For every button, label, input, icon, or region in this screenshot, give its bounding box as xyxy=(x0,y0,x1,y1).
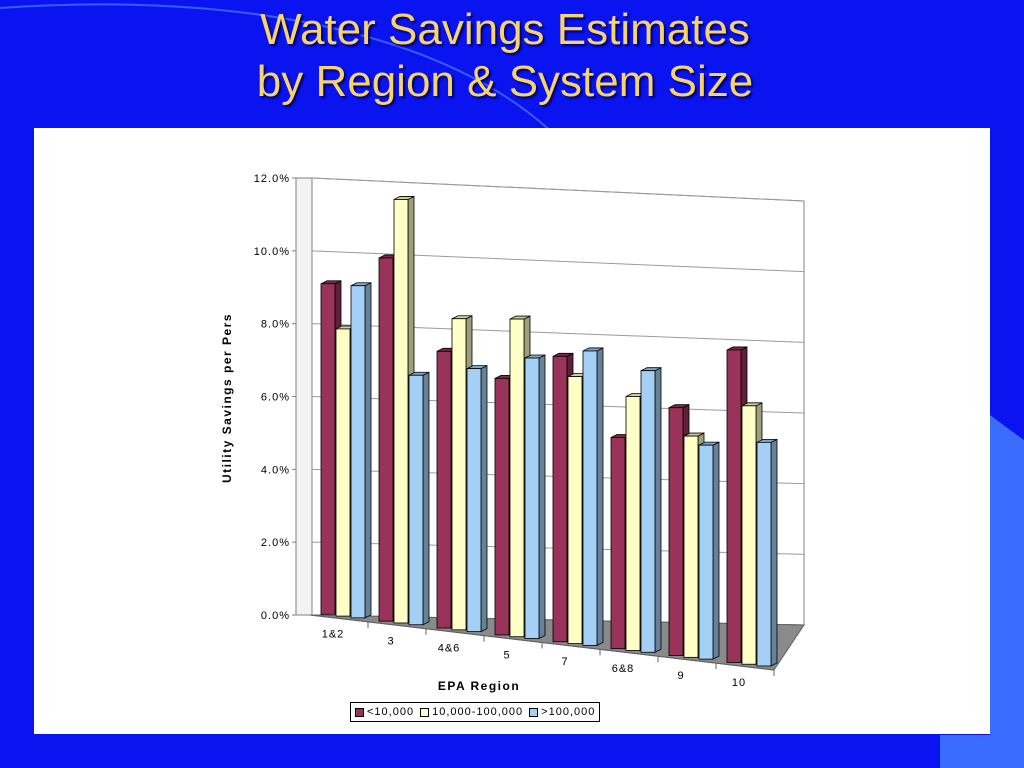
bar-front xyxy=(509,318,525,638)
x-category-label: 3 xyxy=(387,636,394,648)
y-tick-label: 6.0% xyxy=(261,392,290,404)
bar-front xyxy=(756,441,772,667)
legend-item: <10,000 xyxy=(355,706,414,718)
bar-front xyxy=(683,435,699,658)
slide-title: Water Savings Estimates by Region & Syst… xyxy=(0,4,1010,108)
y-tick-label: 2.0% xyxy=(261,537,290,549)
bar xyxy=(408,371,430,626)
bar-side xyxy=(422,371,430,626)
bar-chart: 0.0% 2.0% 4.0% 6.0% 8.0% 10.0% 12.0% 1&2 3 4&6 5 7 6… xyxy=(220,173,805,693)
legend-swatch xyxy=(529,707,539,717)
bar-front xyxy=(625,396,641,651)
chart-bars xyxy=(320,195,778,667)
x-category-label: 5 xyxy=(503,649,510,661)
bar xyxy=(640,367,662,653)
x-axis-title: EPA Region xyxy=(438,679,520,693)
bar-side xyxy=(364,282,372,619)
bar-front xyxy=(451,318,467,631)
bar-front xyxy=(567,376,583,644)
bar-front xyxy=(350,285,366,619)
bar-front xyxy=(741,405,757,665)
bar-front xyxy=(320,283,336,615)
bar-front xyxy=(408,374,424,626)
bar-side xyxy=(654,367,662,653)
bar-front xyxy=(524,357,540,639)
bar-front xyxy=(698,444,714,660)
chart-legend: <10,000 10,000-100,000 >100,000 xyxy=(350,702,601,722)
side-wall xyxy=(295,177,313,616)
bar-front xyxy=(582,350,598,646)
bar-front xyxy=(610,437,626,650)
y-tick-label: 12.0% xyxy=(254,173,290,185)
y-tick-label: 4.0% xyxy=(261,464,290,476)
legend-swatch xyxy=(420,707,430,717)
x-category-label: 10 xyxy=(732,677,746,689)
bar-front xyxy=(668,407,684,656)
bar-side xyxy=(538,354,546,640)
legend-label: <10,000 xyxy=(367,706,415,718)
legend-label: >100,000 xyxy=(541,706,596,718)
bar xyxy=(582,347,604,647)
y-tick-label: 10.0% xyxy=(254,246,290,258)
x-category-label: 1&2 xyxy=(322,629,345,641)
x-category-label: 7 xyxy=(561,656,568,668)
bar-front xyxy=(378,257,394,622)
legend-swatch xyxy=(355,707,364,717)
chart-labels: 0.0% 2.0% 4.0% 6.0% 8.0% 10.0% 12.0% 1&2 3 4&6 5 7 6… xyxy=(220,173,746,693)
bar-side xyxy=(480,364,488,633)
y-tick-label: 0.0% xyxy=(261,610,290,622)
y-axis-title: Utility Savings per Pers xyxy=(220,313,234,483)
y-tick-label: 8.0% xyxy=(261,319,290,331)
x-category-label: 6&8 xyxy=(612,663,635,675)
x-category-label: 9 xyxy=(677,670,684,682)
bar xyxy=(466,364,488,633)
legend-label: 10,000-100,000 xyxy=(432,706,524,718)
bar-front xyxy=(494,377,510,636)
chart-panel: 0.0% 2.0% 4.0% 6.0% 8.0% 10.0% 12.0% 1&2 3 4&6 5 7 6… xyxy=(34,128,990,734)
bar-front xyxy=(640,370,656,653)
bar-front xyxy=(552,355,568,643)
legend-item: 10,000-100,000 xyxy=(420,706,523,718)
bar xyxy=(756,438,778,667)
slide-title-line-1: Water Savings Estimates xyxy=(260,5,750,54)
bar-front xyxy=(335,328,351,617)
bar-front xyxy=(436,350,452,629)
bar xyxy=(698,441,720,660)
bar xyxy=(524,354,546,640)
gridline xyxy=(311,177,805,202)
bar-front xyxy=(393,199,409,624)
bar-front xyxy=(466,368,482,633)
legend-item: >100,000 xyxy=(529,706,595,718)
bar-side xyxy=(596,347,604,647)
bar-side xyxy=(712,441,720,660)
bar-side xyxy=(770,438,778,667)
bar-front xyxy=(726,349,742,663)
x-category-label: 4&6 xyxy=(438,642,461,654)
slide-title-line-2: by Region & System Size xyxy=(256,57,754,106)
bar xyxy=(350,282,372,619)
